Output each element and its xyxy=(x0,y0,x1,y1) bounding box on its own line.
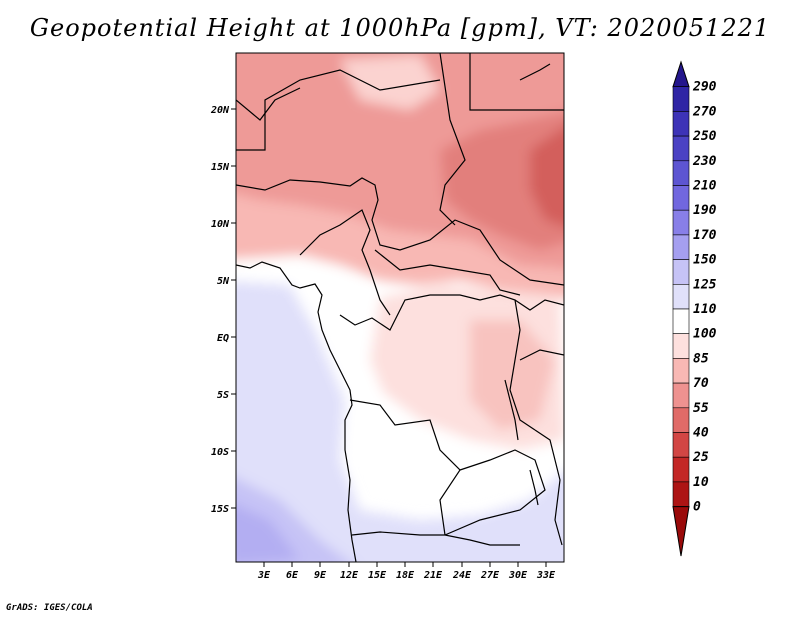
border-libya xyxy=(236,69,441,151)
colorbar-label: 25 xyxy=(692,450,709,465)
field-zone-north-pale xyxy=(340,55,440,110)
latitude-labels: 20N 15N 10N 5N EQ 5S 10S 15S xyxy=(210,105,230,515)
colorbar-label: 210 xyxy=(692,179,717,194)
field-zone-atlantic xyxy=(236,281,564,562)
colorbar-label: 0 xyxy=(693,500,701,515)
colorbar-swatch xyxy=(672,333,690,359)
colorbar-bottom-arrow xyxy=(672,506,690,557)
colorbar-label: 55 xyxy=(693,401,709,416)
border-east-2 xyxy=(519,349,564,361)
colorbar-swatch xyxy=(672,86,690,112)
colorbar-swatch xyxy=(672,432,690,458)
colorbar-label: 110 xyxy=(693,302,717,317)
colorbar-label: 100 xyxy=(693,327,717,342)
colorbar-swatch xyxy=(672,209,690,236)
lon-label: 18E xyxy=(396,570,415,581)
colorbar-label: 270 xyxy=(692,104,717,119)
colorbar-label: 150 xyxy=(693,253,717,268)
lat-label: 15S xyxy=(211,504,229,515)
axis-ticks xyxy=(231,108,547,567)
lon-label: 24E xyxy=(452,570,472,581)
border-namibia xyxy=(351,531,520,546)
colorbar-swatch xyxy=(672,234,690,260)
lon-label: 15E xyxy=(368,570,387,581)
lake-tanganyika xyxy=(504,379,519,441)
colorbar-label: 85 xyxy=(693,351,709,366)
field-zone-east xyxy=(440,112,564,250)
lat-label: 10S xyxy=(211,447,229,458)
borders xyxy=(236,53,564,562)
colorbar-label: 40 xyxy=(693,426,709,441)
colorbar-swatch xyxy=(672,160,690,186)
lon-label: 33E xyxy=(536,570,556,581)
lon-label: 21E xyxy=(423,570,443,581)
colorbar-swatch xyxy=(672,283,690,310)
border-egypt xyxy=(469,53,564,111)
lon-label: 30E xyxy=(508,570,528,581)
lon-label: 9E xyxy=(314,570,327,581)
field-zone-max xyxy=(530,127,564,227)
border-congo xyxy=(339,294,536,431)
colorbar-label: 290 xyxy=(692,80,717,95)
border-sahel xyxy=(236,177,564,286)
border-east-3 xyxy=(534,429,563,546)
colorbar-label: 230 xyxy=(692,154,717,169)
red-sea-coast xyxy=(519,63,551,81)
lon-label: 27E xyxy=(480,570,500,581)
border-zambia xyxy=(444,449,546,536)
colorbar-swatch xyxy=(672,456,690,483)
longitude-labels: 3E 6E 9E 12E 15E 18E 21E 24E 27E 30E 33E xyxy=(257,570,556,581)
colorbar-swatch xyxy=(672,308,690,335)
colorbar-label: 70 xyxy=(693,376,709,391)
colorbar-swatch xyxy=(672,135,690,162)
plot-frame xyxy=(235,52,565,563)
colorbar-swatch xyxy=(672,111,690,137)
lat-label: 20N xyxy=(210,105,230,116)
colorbar-swatch xyxy=(672,185,690,211)
lat-label: 10N xyxy=(211,219,230,230)
border-car xyxy=(374,249,521,296)
colorbar-label: 190 xyxy=(693,203,717,218)
lon-label: 12E xyxy=(340,570,359,581)
colorbar: 2902702502302101901701501251101008570554… xyxy=(672,60,717,557)
colorbar-label: 125 xyxy=(693,277,717,292)
colorbar-swatch xyxy=(672,259,690,285)
border-nigeria-cameroon xyxy=(299,209,391,316)
colorbar-top-arrow xyxy=(672,60,690,88)
lat-label: EQ xyxy=(217,333,229,344)
grads-credit: GrADS: IGES/COLA xyxy=(6,603,93,613)
colorbar-swatch xyxy=(672,358,690,384)
lat-label: 15N xyxy=(211,162,230,173)
colorbar-label: 170 xyxy=(693,228,717,243)
colorbar-swatch xyxy=(672,481,690,507)
border-north-west xyxy=(236,87,301,121)
map-title: Geopotential Height at 1000hPa [gpm], VT… xyxy=(29,14,771,42)
lon-label: 3E xyxy=(257,570,271,581)
lon-label: 6E xyxy=(286,570,299,581)
colorbar-swatch xyxy=(672,407,690,433)
border-east xyxy=(514,299,564,311)
lat-label: 5S xyxy=(217,390,229,401)
border-chad-sudan xyxy=(439,53,466,226)
colorbar-swatch xyxy=(672,382,690,409)
coastline-west-africa xyxy=(236,261,357,562)
lake-malawi xyxy=(529,469,539,506)
border-drc-angola xyxy=(349,399,461,536)
lat-label: 5N xyxy=(217,276,230,287)
colorbar-label: 250 xyxy=(692,129,717,144)
colorbar-label: 10 xyxy=(693,475,709,490)
field-zone-southwest xyxy=(236,504,300,562)
